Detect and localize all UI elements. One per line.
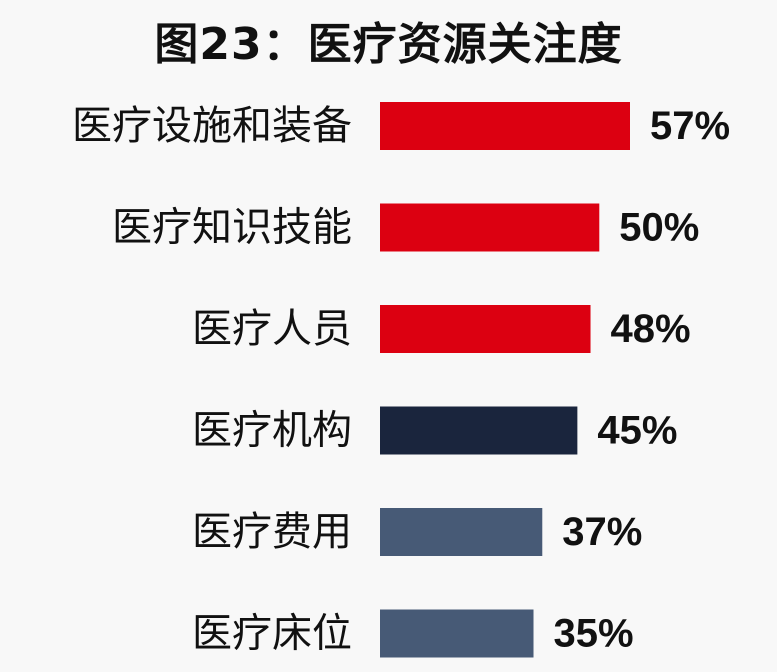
category-label: 医疗人员: [192, 306, 352, 352]
category-label: 医疗机构: [192, 408, 352, 454]
value-label: 45%: [597, 409, 677, 453]
bar: [380, 508, 543, 556]
bar: [380, 406, 578, 455]
value-label: 50%: [619, 206, 699, 250]
value-label: 48%: [611, 307, 691, 351]
value-label: 37%: [562, 510, 642, 554]
chart-title: 图23：医疗资源关注度: [154, 19, 623, 70]
value-label: 35%: [554, 612, 634, 656]
bar: [380, 203, 600, 252]
value-label: 57%: [650, 104, 730, 148]
bar: [380, 305, 591, 353]
bar: [380, 609, 534, 658]
category-label: 医疗设施和装备: [72, 103, 352, 149]
category-label: 医疗费用: [192, 509, 352, 555]
bar: [380, 102, 630, 150]
category-label: 医疗知识技能: [112, 205, 352, 251]
category-label: 医疗床位: [192, 611, 352, 657]
